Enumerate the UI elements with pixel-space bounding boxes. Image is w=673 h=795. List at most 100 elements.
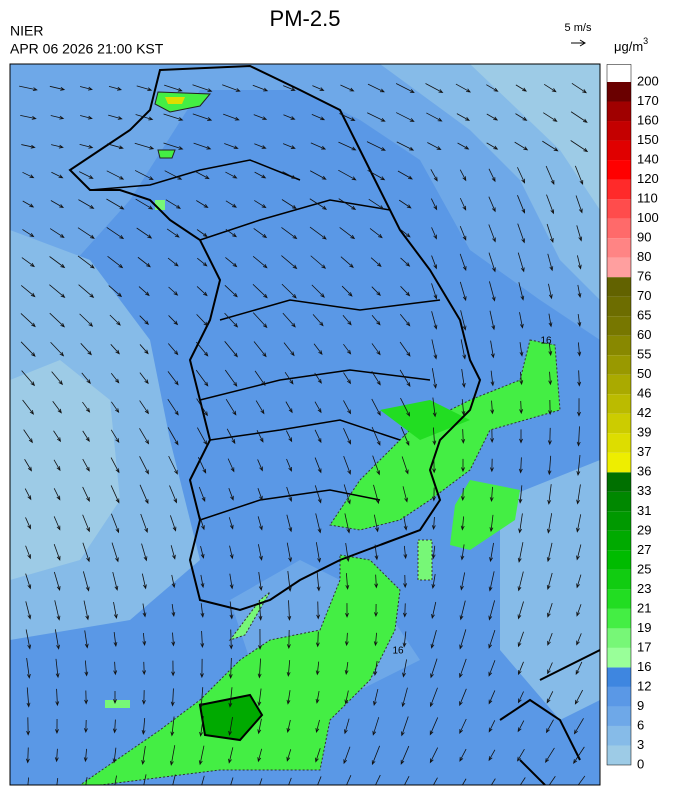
wind-arrow	[343, 343, 352, 355]
wind-arrow	[252, 283, 268, 299]
pm-region	[157, 149, 176, 159]
colorbar-segment	[607, 394, 631, 414]
wind-arrow	[367, 112, 386, 122]
wind-arrow	[489, 542, 494, 563]
wind-arrow	[257, 516, 263, 531]
wind-arrow	[488, 600, 496, 621]
wind-arrow	[257, 718, 262, 735]
wind-arrow	[400, 257, 411, 267]
colorbar-label: 60	[637, 327, 651, 342]
wind-arrow	[196, 200, 209, 209]
wind-arrow	[137, 256, 151, 268]
wind-arrow	[372, 717, 380, 736]
wind-arrow	[367, 83, 385, 93]
colorbar-segment	[607, 374, 631, 395]
wind-arrow	[106, 227, 125, 240]
wind-arrow	[399, 314, 411, 327]
wind-arrow	[488, 749, 496, 762]
wind-arrow	[168, 315, 179, 326]
wind-arrow	[54, 600, 61, 621]
wind-arrow	[283, 85, 296, 91]
wind-arrow	[253, 114, 268, 120]
wind-arrow	[252, 84, 269, 92]
wind-arrow	[256, 429, 264, 443]
colorbar-label: 100	[637, 210, 659, 225]
colorbar-frame	[606, 64, 632, 766]
wind-arrow	[26, 717, 31, 736]
wind-arrow	[284, 371, 294, 385]
wind-arrow	[25, 573, 32, 590]
wind-arrow	[113, 661, 118, 676]
wind-arrow	[168, 455, 178, 475]
wind-arrow	[431, 601, 437, 619]
wind-arrow	[547, 662, 553, 675]
wind-arrow	[401, 687, 408, 708]
wind-arrow	[282, 312, 296, 328]
wind-arrow	[547, 253, 554, 272]
wind-arrow	[517, 195, 526, 214]
wind-arrow	[372, 455, 380, 476]
wind-arrow	[254, 370, 266, 386]
wind-arrow	[370, 257, 382, 268]
wind-arrow	[287, 571, 292, 592]
wind-arrow	[311, 284, 325, 298]
unit: μg/m3	[614, 36, 648, 54]
wind-arrow	[488, 196, 496, 213]
colorbar: 0369121617192123252729313336373942465055…	[606, 64, 659, 771]
wind-arrow	[514, 141, 529, 151]
wind-arrow	[367, 169, 386, 181]
wind-arrow	[109, 314, 121, 326]
wind-arrow	[19, 85, 38, 92]
wind-arrow	[163, 113, 184, 121]
wind-arrow	[399, 228, 411, 238]
colorbar-segment	[607, 140, 631, 161]
wind-arrow	[108, 285, 123, 298]
wind-arrow	[546, 194, 555, 215]
wind-arrow	[23, 429, 33, 444]
wind-arrow	[368, 198, 385, 210]
colorbar-label: 110	[637, 191, 658, 206]
colorbar-label: 46	[637, 386, 651, 401]
wind-arrow	[27, 777, 30, 785]
wind-arrow	[225, 228, 238, 238]
wind-arrow	[546, 691, 554, 704]
wind-arrow	[83, 600, 90, 621]
pm-region	[79, 554, 401, 785]
wind-arrow	[548, 313, 553, 328]
wind-arrow	[169, 485, 177, 504]
wind-arrow	[489, 281, 496, 302]
wind-arrow	[25, 747, 30, 764]
wind-arrow	[285, 401, 293, 414]
wind-arrow	[134, 170, 154, 181]
wind-arrow	[286, 749, 292, 762]
wind-arrow	[395, 83, 415, 93]
wind-arrow	[112, 747, 117, 764]
wind-arrow	[431, 227, 437, 240]
wind-arrow	[111, 542, 119, 563]
wind-arrow	[576, 514, 582, 533]
wind-arrow	[254, 143, 267, 149]
wind-arrow	[459, 281, 467, 302]
wind-arrow	[196, 398, 208, 417]
wind-arrow	[432, 457, 437, 474]
wind-arrow	[545, 719, 554, 734]
wind-arrow	[258, 629, 262, 651]
wind-arrow	[571, 82, 587, 94]
wind-arrow	[459, 253, 467, 272]
wind-arrow	[545, 747, 555, 763]
wind-arrow	[282, 143, 296, 149]
wind-arrow	[343, 400, 352, 415]
wind-arrow	[286, 719, 291, 733]
wind-arrow	[140, 513, 148, 533]
wind-arrow	[517, 720, 525, 733]
wind-arrow	[106, 170, 125, 180]
wind-arrow	[286, 690, 291, 705]
wind-arrow	[548, 776, 556, 785]
wind-arrow	[346, 775, 352, 785]
wind-arrow	[54, 748, 59, 763]
colorbar-segment	[607, 706, 631, 726]
wind-arrow	[49, 228, 65, 239]
wind-arrow	[343, 484, 351, 505]
wind-arrow	[229, 573, 234, 590]
wind-arrow	[197, 456, 207, 474]
